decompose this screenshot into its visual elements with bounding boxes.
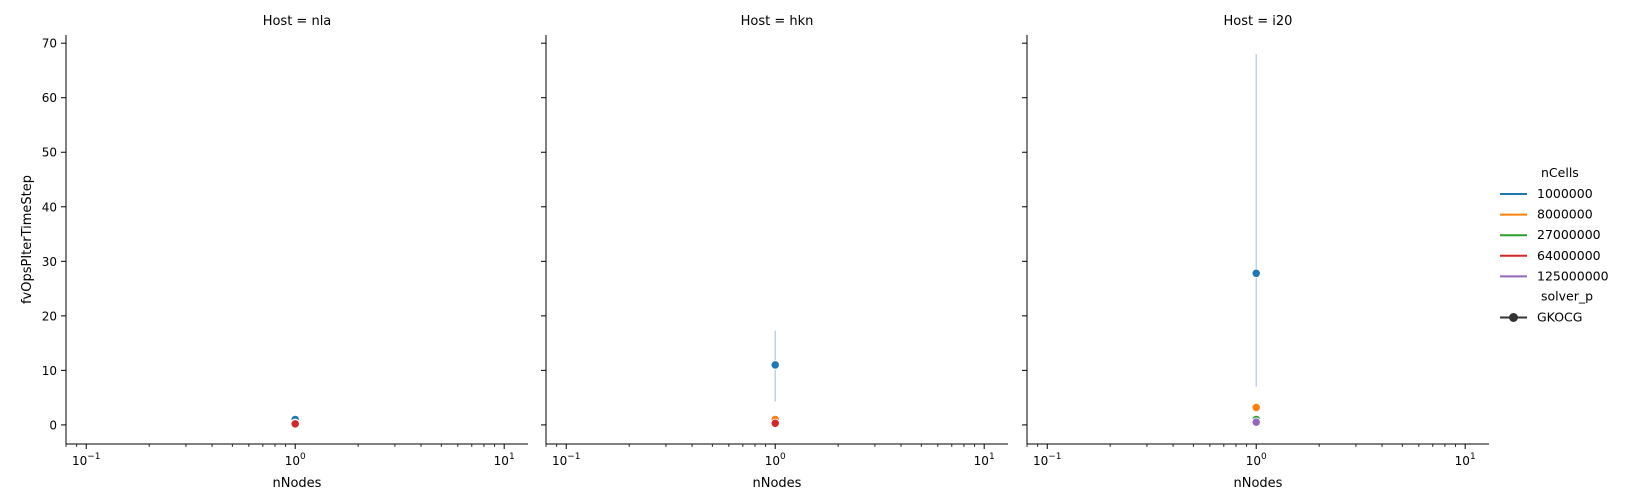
x-tick-label: 101 bbox=[974, 452, 995, 468]
x-tick-label: 10−1 bbox=[552, 452, 581, 468]
data-point bbox=[770, 360, 780, 370]
y-tick-label: 50 bbox=[42, 146, 57, 160]
y-tick-label: 0 bbox=[49, 418, 57, 432]
x-tick-label: 100 bbox=[765, 452, 786, 468]
panel-1: Host = nla 0 10 20 30 40 50 60 70 10−1 100 101 nNode… bbox=[42, 14, 528, 491]
x-axis-label: nNodes bbox=[273, 476, 322, 491]
x-tick-label: 101 bbox=[1455, 452, 1476, 468]
y-axis-label: fvOpsPIterTimeStep bbox=[20, 175, 35, 304]
data-point bbox=[1251, 268, 1261, 278]
x-axis-label: nNodes bbox=[753, 476, 802, 491]
data-point bbox=[1251, 402, 1261, 413]
x-tick-label: 100 bbox=[1246, 452, 1267, 468]
y-tick-label: 30 bbox=[42, 255, 57, 269]
legend-entry-label: 125000000 bbox=[1537, 268, 1609, 283]
legend-entry-label: 8000000 bbox=[1537, 207, 1593, 222]
x-tick-label: 100 bbox=[285, 452, 306, 468]
x-tick-label: 10−1 bbox=[72, 452, 101, 468]
y-tick-label: 20 bbox=[42, 309, 57, 323]
x-axis-label: nNodes bbox=[1234, 476, 1283, 491]
panel-title: Host = i20 bbox=[1224, 14, 1293, 29]
panel-title: Host = hkn bbox=[741, 14, 814, 29]
data-point bbox=[770, 418, 780, 428]
legend-entry-label: 27000000 bbox=[1537, 227, 1601, 242]
y-tick-label: 10 bbox=[42, 364, 57, 378]
panel-3: Host = i20 10−1 100 101 nNodes bbox=[1022, 14, 1489, 491]
legend-entry-label: GKOCG bbox=[1537, 310, 1582, 325]
panel-title: Host = nla bbox=[263, 14, 332, 29]
legend-title-style: solver_p bbox=[1541, 289, 1593, 304]
panel-2: Host = hkn 10−1 100 101 nNodes bbox=[541, 14, 1008, 491]
data-point bbox=[290, 419, 300, 429]
legend-title-hue: nCells bbox=[1541, 165, 1579, 180]
data-point bbox=[1251, 417, 1261, 427]
legend: nCells 1000000 8000000 27000000 64000000 1250… bbox=[1500, 165, 1609, 325]
y-tick-label: 40 bbox=[42, 200, 57, 214]
legend-entry-label: 64000000 bbox=[1537, 248, 1601, 263]
legend-marker bbox=[1509, 313, 1518, 322]
y-tick-label: 60 bbox=[42, 91, 57, 105]
x-tick-label: 10−1 bbox=[1033, 452, 1062, 468]
x-tick-label: 101 bbox=[494, 452, 515, 468]
y-tick-label: 70 bbox=[42, 37, 57, 51]
legend-entry-label: 1000000 bbox=[1537, 186, 1593, 201]
